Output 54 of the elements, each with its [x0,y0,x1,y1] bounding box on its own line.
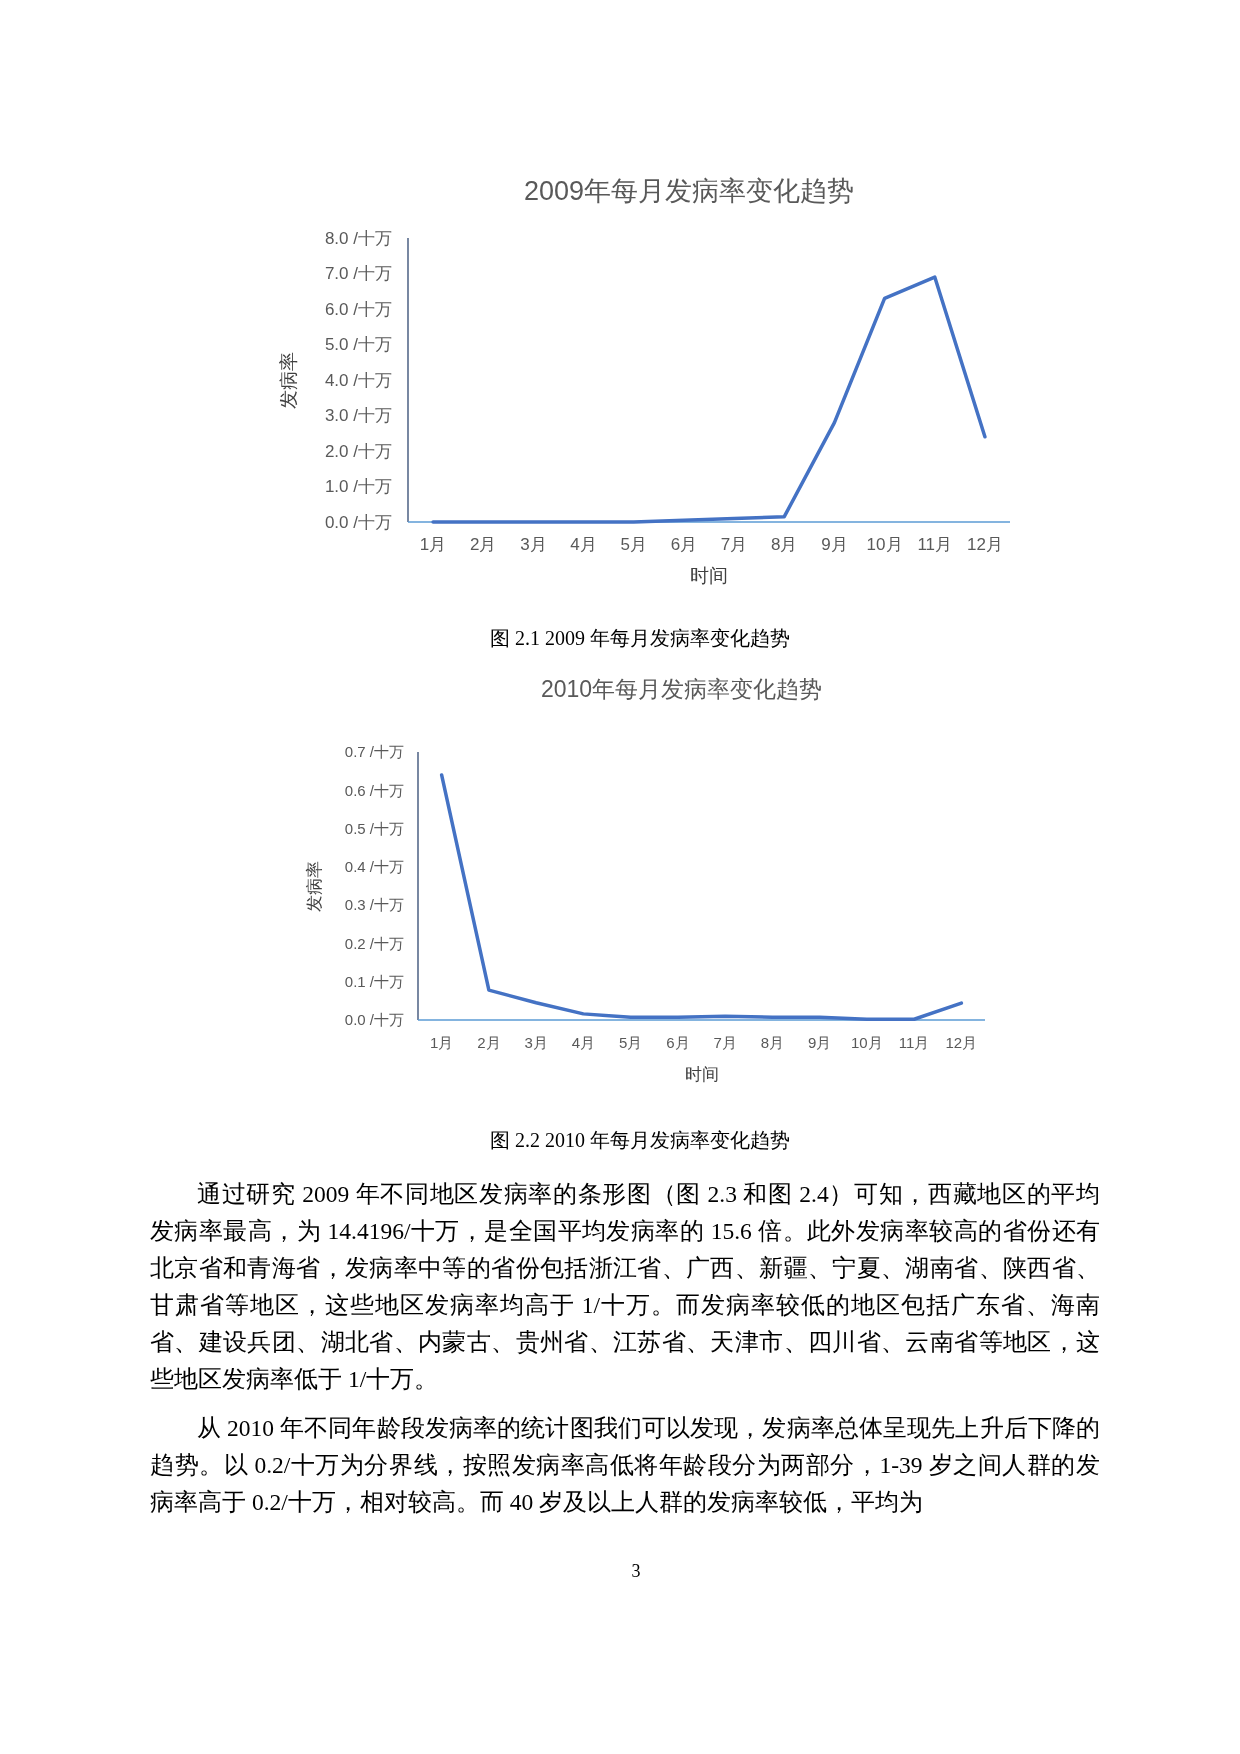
x-tick-label: 12月 [966,535,1003,554]
x-tick-label: 2月 [477,1034,501,1051]
caption: 图 2.1 2009 年每月发病率变化趋势 [490,627,790,649]
y-tick-label: 0.3 /十万 [344,896,404,914]
x-axis-title: 时间 [684,1065,719,1084]
x-tick-label: 7月 [720,535,748,554]
line-series [439,773,964,1021]
x-tick-label: 1月 [429,1034,454,1051]
caption: 图 2.2 2010 年每月发病率变化趋势 [490,1129,790,1151]
text: 从 2010 年不同年龄段发病率的统计图我们可以发现，发病率总体呈现先上升后下降的趋势。以 0.2/十万为分界线，按照发病率高低将年龄段分为两部分，1-39 岁之间人群的发病率高于 0.2/十万，相对较高。而 40 岁及以上人群的发病率较低，平均为 [150,1414,1100,1517]
x-tick-label: 6月 [670,535,698,554]
y-axis-title: 发病率 [305,860,324,912]
y-tick-label: 5.0 /十万 [324,335,392,355]
y-tick-label: 1.0 /十万 [324,477,392,497]
text: 通过研究 2009 年不同地区发病率的条形图（图 2.3 和图 2.4）可知，西藏地区的平均发病率最高，为 14.4196/十万，是全国平均发病率的 15.6 倍。此外发病率较高的省份还有北京省和青海省，发病率中等的省份包括浙江省、广西、新疆、宁夏、湖南省、陕西省、甘肃省等地区，这些地区发病率均高于 1/十万。而发病率较低的地区包括广东省、海南省、建设兵团、湖北省、内蒙古、贵州省、江苏省、天津市、四川省、云南省等地区，这些地区发病率低于 1/十万。 [150,1180,1100,1394]
x-tick-label: 5月 [618,1034,643,1051]
x-tick-label: 6月 [666,1034,690,1051]
x-tick-label: 12月 [945,1034,978,1051]
y-tick-label: 2.0 /十万 [324,441,392,461]
y-tick-label: 0.0 /十万 [324,512,392,532]
y-tick-label: 0.6 /十万 [344,781,404,799]
x-tick-label: 9月 [821,535,848,554]
text: 3 [631,1561,641,1581]
x-tick-label: 4月 [571,1034,596,1051]
x-tick-label: 10月 [866,535,903,554]
x-tick-label: 9月 [807,1034,832,1051]
y-tick-label: 3.0 /十万 [324,406,392,426]
y-tick-label: 8.0 /十万 [324,228,392,248]
x-tick-label: 8月 [760,1034,785,1051]
y-tick-label: 6.0 /十万 [324,299,392,319]
x-tick-label: 8月 [771,535,798,554]
y-tick-label: 0.4 /十万 [344,858,404,876]
x-axis-title: 时间 [690,565,728,586]
chart-title: 2009年每月发病率变化趋势 [523,176,855,206]
x-tick-label: 11月 [898,1034,930,1051]
x-tick-label: 11月 [917,535,953,554]
y-tick-label: 0.2 /十万 [344,934,404,952]
line-series [431,275,987,524]
x-tick-label: 1月 [419,535,447,554]
y-axis-title: 发病率 [278,351,299,409]
y-tick-label: 0.0 /十万 [344,1011,404,1029]
chart-title: 2010年每月发病率变化趋势 [540,676,823,702]
y-tick-label: 0.1 /十万 [344,972,404,990]
y-tick-label: 0.7 /十万 [344,743,404,761]
y-tick-label: 0.5 /十万 [344,819,404,837]
x-tick-label: 2月 [470,535,497,554]
x-tick-label: 3月 [524,1034,548,1051]
x-tick-label: 5月 [620,535,647,554]
y-tick-label: 7.0 /十万 [324,264,392,284]
x-tick-label: 7月 [713,1034,737,1051]
y-tick-label: 4.0 /十万 [324,370,392,390]
x-tick-label: 10月 [851,1034,883,1051]
x-tick-label: 3月 [520,535,547,554]
x-tick-label: 4月 [570,535,597,554]
